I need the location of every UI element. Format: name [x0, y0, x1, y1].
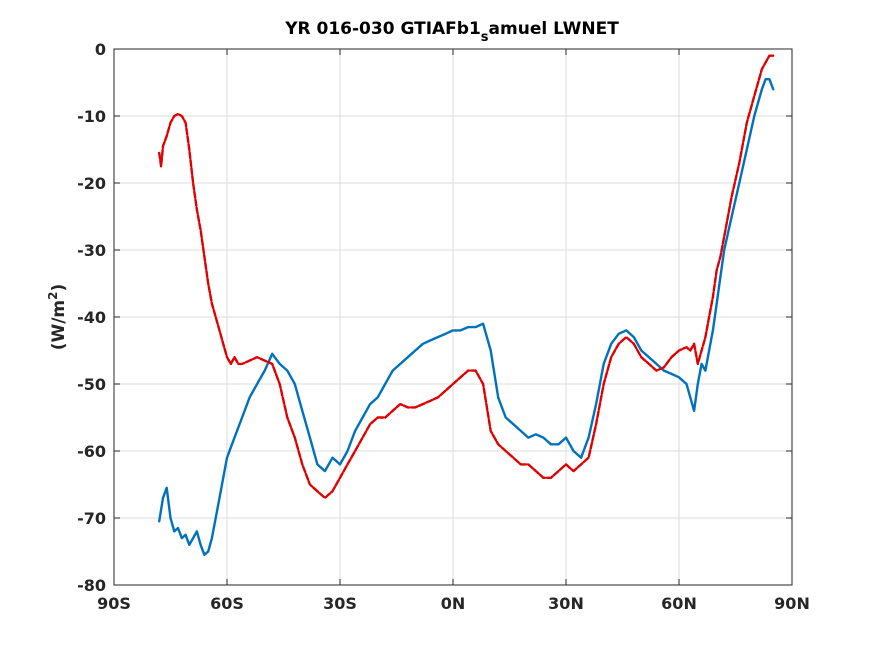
- x-tick-label: 90S: [97, 594, 131, 613]
- y-tick-label: -40: [77, 308, 106, 327]
- ylabel-superscript: 2: [46, 291, 60, 299]
- chart-title: YR 016-030 GTIAFb1samuel LWNET: [284, 19, 619, 45]
- x-tick-label: 60N: [661, 594, 697, 613]
- y-tick-label: -20: [77, 174, 106, 193]
- axis-ticks: [113, 48, 793, 586]
- series-line-solid: [158, 78, 775, 556]
- y-tick-label: -10: [77, 107, 106, 126]
- ylabel-main: (W/m: [49, 300, 69, 350]
- y-tick-label: 0: [95, 40, 106, 59]
- x-tick-label: 30S: [323, 594, 357, 613]
- y-tick-labels: 0 -10 -20 -30 -40 -50 -60 -70 -80: [77, 40, 106, 595]
- x-tick-label: 0N: [441, 594, 466, 613]
- title-main: YR 016-030 GTIAFb1: [284, 19, 481, 39]
- y-tick-label: -50: [77, 375, 106, 394]
- title-subscript: s: [481, 30, 489, 45]
- title-tail: amuel LWNET: [489, 19, 620, 39]
- y-tick-label: -30: [77, 241, 106, 260]
- x-tick-labels: 90S 60S 30S 0N 30N 60N 90N: [97, 594, 810, 613]
- x-tick-label: 90N: [774, 594, 810, 613]
- y-tick-label: -80: [77, 576, 106, 595]
- x-tick-label: 30N: [548, 594, 584, 613]
- series-line-dashed: [158, 54, 775, 500]
- ylabel-tail: ): [49, 284, 69, 292]
- y-axis-label: (W/m2): [46, 284, 69, 351]
- x-tick-label: 60S: [210, 594, 244, 613]
- series-layer: [158, 54, 775, 556]
- y-tick-label: -60: [77, 442, 106, 461]
- y-tick-label: -70: [77, 509, 106, 528]
